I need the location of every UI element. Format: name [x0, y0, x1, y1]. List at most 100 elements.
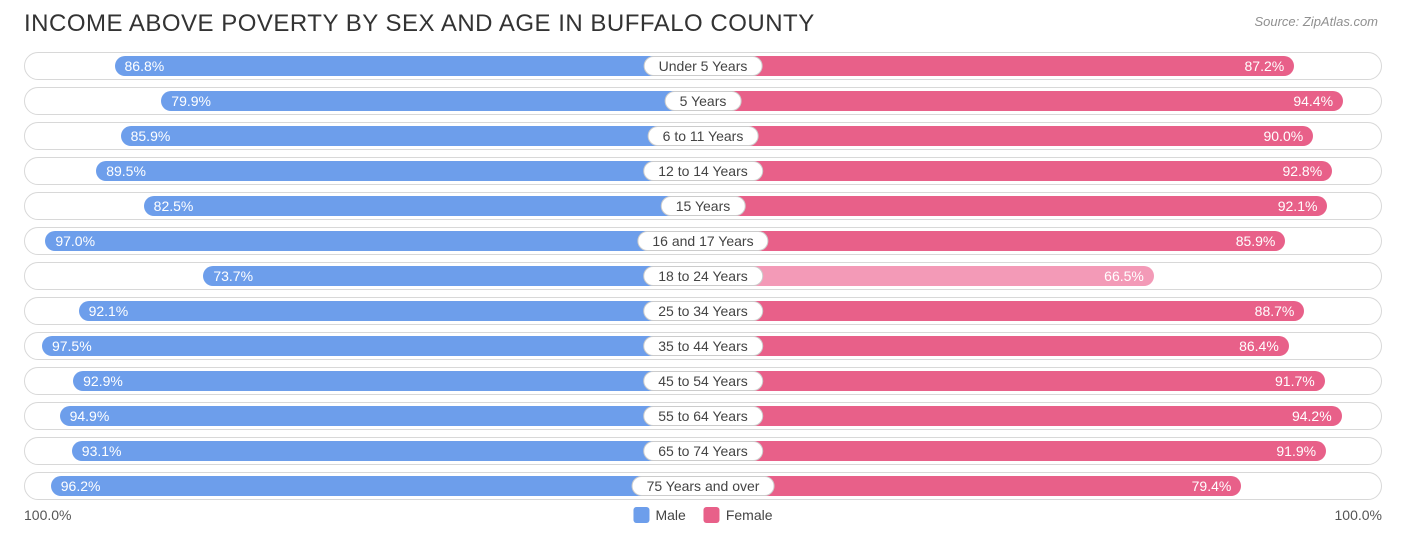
male-value-label: 79.9%	[161, 91, 221, 111]
swatch-female	[704, 507, 720, 523]
category-label: 35 to 44 Years	[643, 336, 763, 356]
chart-title: INCOME ABOVE POVERTY BY SEX AND AGE IN B…	[24, 10, 1382, 38]
male-half: 94.9%	[25, 403, 703, 429]
male-bar: 89.5%	[96, 161, 703, 181]
male-bar: 82.5%	[144, 196, 703, 216]
male-value-label: 73.7%	[203, 266, 263, 286]
axis-max-left: 100.0%	[24, 507, 71, 523]
category-label: 16 and 17 Years	[637, 231, 768, 251]
female-value-label: 87.2%	[1235, 56, 1295, 76]
female-bar: 94.2%	[703, 406, 1342, 426]
female-bar: 86.4%	[703, 336, 1289, 356]
male-half: 73.7%	[25, 263, 703, 289]
male-half: 79.9%	[25, 88, 703, 114]
male-value-label: 92.9%	[73, 371, 133, 391]
female-half: 85.9%	[703, 228, 1381, 254]
male-bar: 94.9%	[60, 406, 703, 426]
male-bar: 73.7%	[203, 266, 703, 286]
female-half: 87.2%	[703, 53, 1381, 79]
female-bar: 88.7%	[703, 301, 1304, 321]
female-value-label: 90.0%	[1253, 126, 1313, 146]
chart-row: 89.5% 92.8% 12 to 14 Years	[24, 157, 1382, 185]
legend-item-male: Male	[633, 507, 685, 523]
chart-row: 73.7%66.5%18 to 24 Years	[24, 262, 1382, 290]
legend-item-female: Female	[704, 507, 773, 523]
male-value-label: 89.5%	[96, 161, 156, 181]
chart-row: 82.5% 92.1% 15 Years	[24, 192, 1382, 220]
male-half: 82.5%	[25, 193, 703, 219]
female-half: 92.8%	[703, 158, 1381, 184]
male-bar: 86.8%	[115, 56, 704, 76]
category-label: 65 to 74 Years	[643, 441, 763, 461]
axis-max-right: 100.0%	[1335, 507, 1382, 523]
female-bar: 85.9%	[703, 231, 1285, 251]
female-value-label: 94.2%	[1282, 406, 1342, 426]
female-half: 66.5%	[703, 263, 1381, 289]
male-value-label: 92.1%	[79, 301, 139, 321]
male-value-label: 85.9%	[121, 126, 181, 146]
female-half: 94.4%	[703, 88, 1381, 114]
legend-label-male: Male	[655, 507, 685, 523]
male-value-label: 97.0%	[45, 231, 105, 251]
chart-row: 79.9% 94.4% 5 Years	[24, 87, 1382, 115]
female-bar: 91.7%	[703, 371, 1325, 391]
chart-row: 85.9% 90.0% 6 to 11 Years	[24, 122, 1382, 150]
chart-row: 94.9% 94.2% 55 to 64 Years	[24, 402, 1382, 430]
male-bar: 92.1%	[79, 301, 703, 321]
category-label: 12 to 14 Years	[643, 161, 763, 181]
female-half: 86.4%	[703, 333, 1381, 359]
male-bar: 93.1%	[72, 441, 703, 461]
legend: Male Female	[633, 507, 772, 523]
female-value-label: 88.7%	[1245, 301, 1305, 321]
female-value-label: 86.4%	[1229, 336, 1289, 356]
female-bar: 90.0%	[703, 126, 1313, 146]
male-value-label: 96.2%	[51, 476, 111, 496]
chart-row: 96.2%79.4%75 Years and over	[24, 472, 1382, 500]
female-half: 90.0%	[703, 123, 1381, 149]
chart-row: 86.8%87.2%Under 5 Years	[24, 52, 1382, 80]
chart-footer: 100.0% Male Female 100.0%	[24, 507, 1382, 531]
female-bar: 92.8%	[703, 161, 1332, 181]
chart-row: 97.5% 86.4% 35 to 44 Years	[24, 332, 1382, 360]
male-value-label: 94.9%	[60, 406, 120, 426]
category-label: 25 to 34 Years	[643, 301, 763, 321]
chart-row: 97.0% 85.9% 16 and 17 Years	[24, 227, 1382, 255]
category-label: 55 to 64 Years	[643, 406, 763, 426]
female-value-label: 92.1%	[1268, 196, 1328, 216]
female-bar: 91.9%	[703, 441, 1326, 461]
female-value-label: 91.9%	[1266, 441, 1326, 461]
female-half: 92.1%	[703, 193, 1381, 219]
chart-row: 92.9% 91.7% 45 to 54 Years	[24, 367, 1382, 395]
male-half: 89.5%	[25, 158, 703, 184]
female-bar: 66.5%	[703, 266, 1154, 286]
male-bar: 97.5%	[42, 336, 703, 356]
female-value-label: 85.9%	[1226, 231, 1286, 251]
male-half: 85.9%	[25, 123, 703, 149]
male-bar: 79.9%	[161, 91, 703, 111]
legend-label-female: Female	[726, 507, 773, 523]
male-half: 92.1%	[25, 298, 703, 324]
female-bar: 92.1%	[703, 196, 1327, 216]
male-half: 97.5%	[25, 333, 703, 359]
chart-row: 93.1% 91.9% 65 to 74 Years	[24, 437, 1382, 465]
male-value-label: 82.5%	[144, 196, 204, 216]
category-label: 6 to 11 Years	[648, 126, 759, 146]
female-bar: 79.4%	[703, 476, 1241, 496]
female-half: 91.7%	[703, 368, 1381, 394]
male-value-label: 97.5%	[42, 336, 102, 356]
female-half: 88.7%	[703, 298, 1381, 324]
female-bar: 94.4%	[703, 91, 1343, 111]
category-label: 5 Years	[665, 91, 742, 111]
female-value-label: 91.7%	[1265, 371, 1325, 391]
female-value-label: 79.4%	[1182, 476, 1242, 496]
swatch-male	[633, 507, 649, 523]
male-bar: 96.2%	[51, 476, 703, 496]
category-label: 45 to 54 Years	[643, 371, 763, 391]
female-value-label: 92.8%	[1272, 161, 1332, 181]
male-value-label: 93.1%	[72, 441, 132, 461]
female-half: 79.4%	[703, 473, 1381, 499]
category-label: 15 Years	[661, 196, 746, 216]
female-value-label: 94.4%	[1283, 91, 1343, 111]
male-half: 97.0%	[25, 228, 703, 254]
female-half: 91.9%	[703, 438, 1381, 464]
